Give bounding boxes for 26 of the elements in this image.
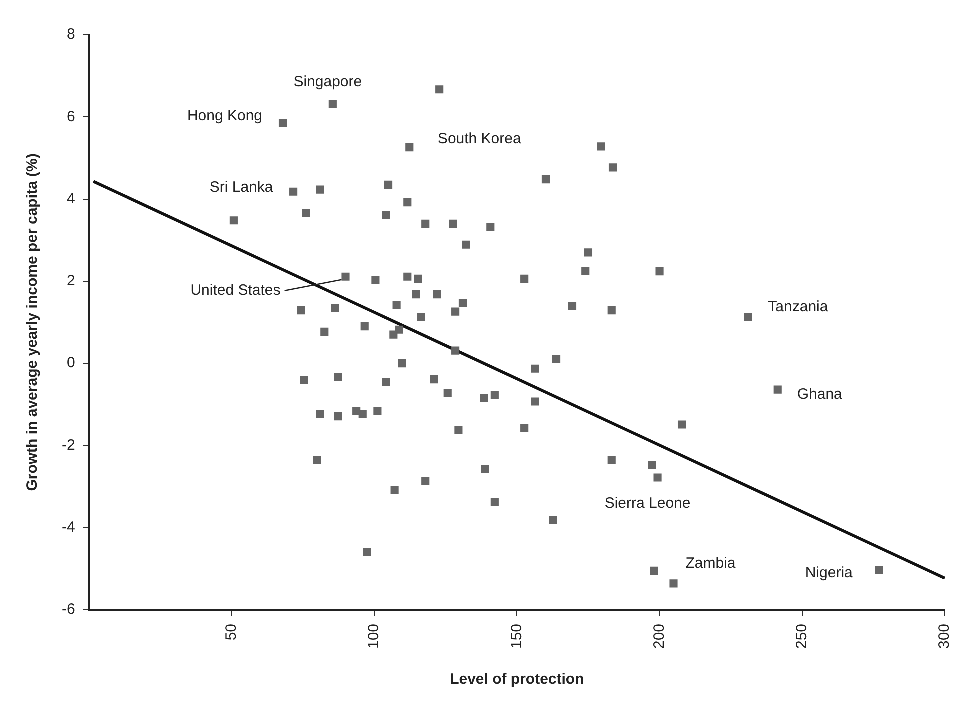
annotation: Ghana <box>797 386 844 403</box>
x-tick-label: 50 <box>223 624 240 641</box>
annotation: Zambia <box>686 554 736 572</box>
annotation: Sierra Leone <box>604 494 691 512</box>
x-tick-label: 150 <box>508 624 526 650</box>
y-tick-label: 4 <box>66 190 76 208</box>
y-tick-label: -4 <box>62 518 76 536</box>
annotation: United States <box>190 282 281 300</box>
x-axis-title: Level of protection <box>450 671 584 688</box>
annotation: South Korea <box>438 130 522 148</box>
annotation: Singapore <box>294 74 362 91</box>
annotation: Nigeria <box>805 564 854 582</box>
y-tick-label: 2 <box>66 272 76 290</box>
x-tick-label: 100 <box>366 624 383 650</box>
y-tick-label: 8 <box>66 26 76 44</box>
x-tick-label: 200 <box>650 624 668 650</box>
x-tick-label: 250 <box>794 624 811 650</box>
annotation: Hong Kong <box>187 107 263 124</box>
y-tick-label: 6 <box>66 108 76 126</box>
annotation: Sri Lanka <box>210 179 274 196</box>
y-tick-label: 0 <box>66 354 76 372</box>
y-tick-label: -2 <box>62 436 76 454</box>
x-tick-label: 300 <box>936 624 954 650</box>
annotation: Tanzania <box>768 298 829 316</box>
y-axis-title: Growth in average yearly income per capita (%) <box>24 154 42 492</box>
y-tick-label: -6 <box>62 601 76 618</box>
